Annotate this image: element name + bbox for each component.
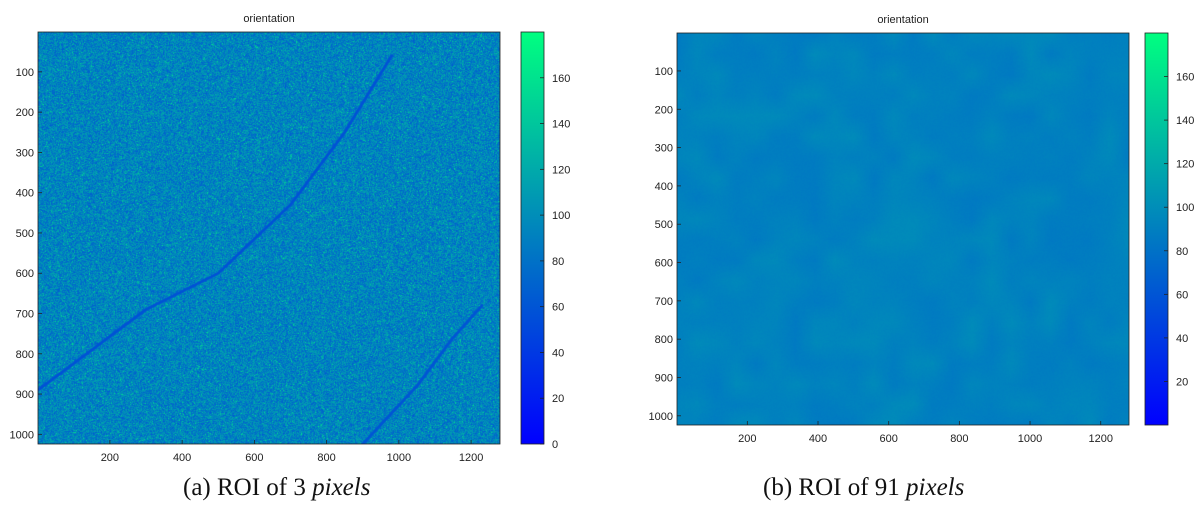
colorbar-tick-label: 20 [1176,376,1188,388]
colorbar-tick-label: 100 [552,210,570,222]
x-tick-label: 400 [173,452,191,464]
y-tick-label: 1000 [649,411,673,423]
x-tick-label: 1000 [1018,433,1042,445]
colorbar-tick-label: 100 [1176,202,1194,214]
caption-b-unit: pixels [906,474,965,501]
chart-title: orientation [877,14,928,26]
y-tick-label: 500 [16,228,34,240]
y-tick-label: 800 [655,334,673,346]
x-tick-label: 200 [101,452,119,464]
caption-b-text: (b) ROI of 91 [763,474,900,501]
y-tick-label: 200 [655,104,673,116]
colorbar-tick-label: 120 [552,164,570,176]
x-tick-label: 200 [738,433,756,445]
y-tick-label: 500 [655,219,673,231]
heatmap-image [38,32,500,444]
x-tick-label: 1200 [459,452,483,464]
colorbar-tick-label: 20 [552,393,564,405]
axes-frame [676,32,1130,426]
y-tick-label: 600 [16,268,34,280]
colorbar-tick-label: 60 [1176,289,1188,301]
x-tick-label: 800 [950,433,968,445]
y-tick-label: 900 [16,389,34,401]
x-tick-label: 400 [809,433,827,445]
heatmap-image [677,33,1129,425]
y-tick-label: 600 [655,258,673,270]
axes-frame [37,31,501,445]
y-tick-label: 700 [655,296,673,308]
x-tick-label: 600 [880,433,898,445]
caption-b: (b) ROI of 91 pixels [763,474,964,502]
y-tick-label: 300 [655,143,673,155]
y-tick-label: 100 [16,67,34,79]
caption-a-text: (a) ROI of 3 [183,474,306,501]
y-tick-label: 200 [16,107,34,119]
x-tick-label: 600 [245,452,263,464]
y-tick-label: 400 [655,181,673,193]
x-tick-label: 800 [317,452,335,464]
y-tick-label: 900 [655,372,673,384]
colorbar-tick-label: 140 [1176,115,1194,127]
chart-title: orientation [243,13,294,25]
y-tick-label: 1000 [10,429,34,441]
x-tick-label: 1200 [1088,433,1112,445]
colorbar-tick-label: 140 [552,119,570,131]
colorbar-tick-label: 40 [1176,333,1188,345]
y-tick-label: 400 [16,188,34,200]
caption-a-unit: pixels [312,474,371,501]
caption-a: (a) ROI of 3 pixels [183,474,370,502]
x-tick-label: 1000 [387,452,411,464]
colorbar-tick-label: 120 [1176,159,1194,171]
y-tick-label: 100 [655,66,673,78]
y-tick-label: 800 [16,349,34,361]
colorbar-tick-label: 80 [1176,246,1188,258]
colorbar [1144,32,1169,426]
colorbar-tick-label: 0 [552,439,558,451]
colorbar-tick-label: 40 [552,347,564,359]
colorbar-tick-label: 80 [552,256,564,268]
colorbar [520,31,545,445]
y-tick-label: 300 [16,147,34,159]
colorbar-tick-label: 60 [552,302,564,314]
colorbar-tick-label: 160 [1176,72,1194,84]
panel-b: orientation 200 400 600 800 1000 1200 100 200 300… [649,14,1195,445]
colorbar-tick-label: 160 [552,73,570,85]
y-tick-label: 700 [16,309,34,321]
